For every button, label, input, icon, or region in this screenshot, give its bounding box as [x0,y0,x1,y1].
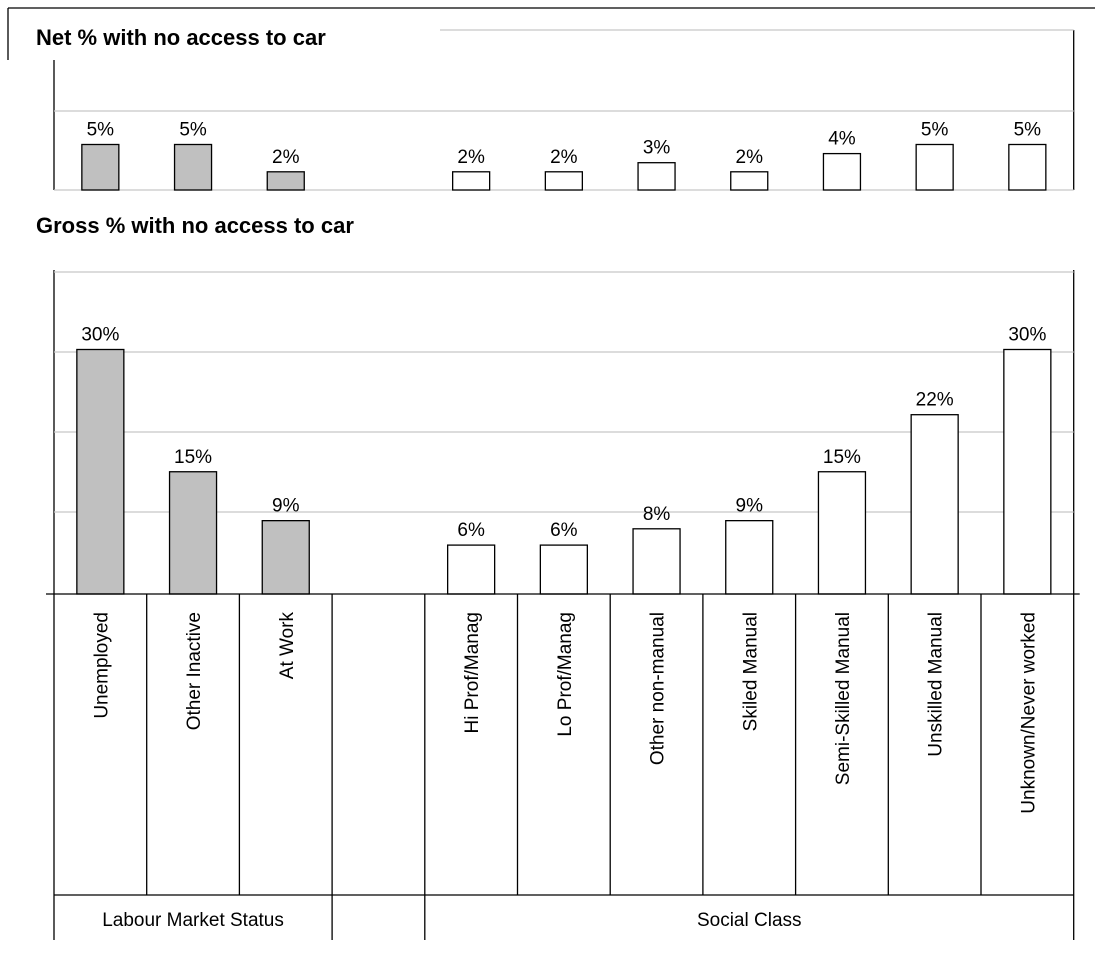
net-data-label: 2% [272,147,300,168]
gross-data-label: 6% [550,520,578,541]
gross-data-label: 8% [643,504,671,525]
gross-data-label: 30% [81,325,119,346]
gross-bar [817,471,867,595]
net-data-label: 5% [87,120,115,141]
gross-data-label: 9% [736,496,764,517]
gross-data-label: 9% [272,496,300,517]
gross-bar [539,544,588,595]
net-bar [81,143,120,191]
category-axis: Unemployed Other Inactive At Work Hi Prof/M… [46,593,1080,940]
gross-bar [168,471,218,595]
category-label: Lo Prof/Manag [555,612,576,737]
group-label: Social Class [697,910,802,931]
net-bar [730,171,769,191]
net-data-label: 2% [736,147,764,168]
net-bar [544,171,583,191]
net-bar [637,162,676,191]
category-label: Skiled Manual [740,612,761,731]
gross-data-label: 30% [1008,325,1046,346]
gross-bar [632,528,681,595]
net-data-label: 3% [643,138,671,159]
net-bar [1008,143,1047,191]
net-bar [822,152,862,191]
gross-bar [910,414,959,595]
gross-bar [1003,348,1052,595]
net-data-label: 5% [1014,120,1042,141]
category-label: Other Inactive [184,612,205,730]
net-bar [266,171,305,191]
net-bar [173,143,213,191]
gross-bar [725,520,774,595]
category-label: Other non-manual [648,612,669,765]
category-label: Unskilled Manual [926,612,947,757]
group-label: Labour Market Status [102,910,284,931]
category-label: At Work [277,612,298,680]
net-data-label: 5% [179,120,207,141]
gross-data-label: 15% [823,447,861,468]
data-labels: 5% 5% 2% 2% 2% 3% 2% 4% 5% 5% 30% 15% 9% 6% 6% 8% 9% 15% 2… [81,120,1046,542]
net-data-label: 2% [550,147,578,168]
net-data-label: 5% [921,120,949,141]
gross-bar [446,544,496,595]
category-label: Unemployed [91,612,112,719]
category-label: Unknown/Never worked [1018,612,1039,814]
gross-panel-title: Gross % with no access to car [36,213,354,238]
category-label: Semi-Skilled Manual [833,612,854,785]
gross-data-label: 6% [457,520,485,541]
net-panel-title: Net % with no access to car [36,25,326,50]
bars [76,143,1052,595]
gross-data-label: 15% [174,447,212,468]
gross-bar [76,348,125,595]
net-data-label: 4% [828,129,856,150]
gross-data-label: 22% [916,390,954,411]
net-data-label: 2% [457,147,485,168]
net-bar [451,171,491,191]
category-label: Hi Prof/Manag [462,612,483,733]
net-bar [915,143,954,191]
gross-bar [261,520,310,595]
